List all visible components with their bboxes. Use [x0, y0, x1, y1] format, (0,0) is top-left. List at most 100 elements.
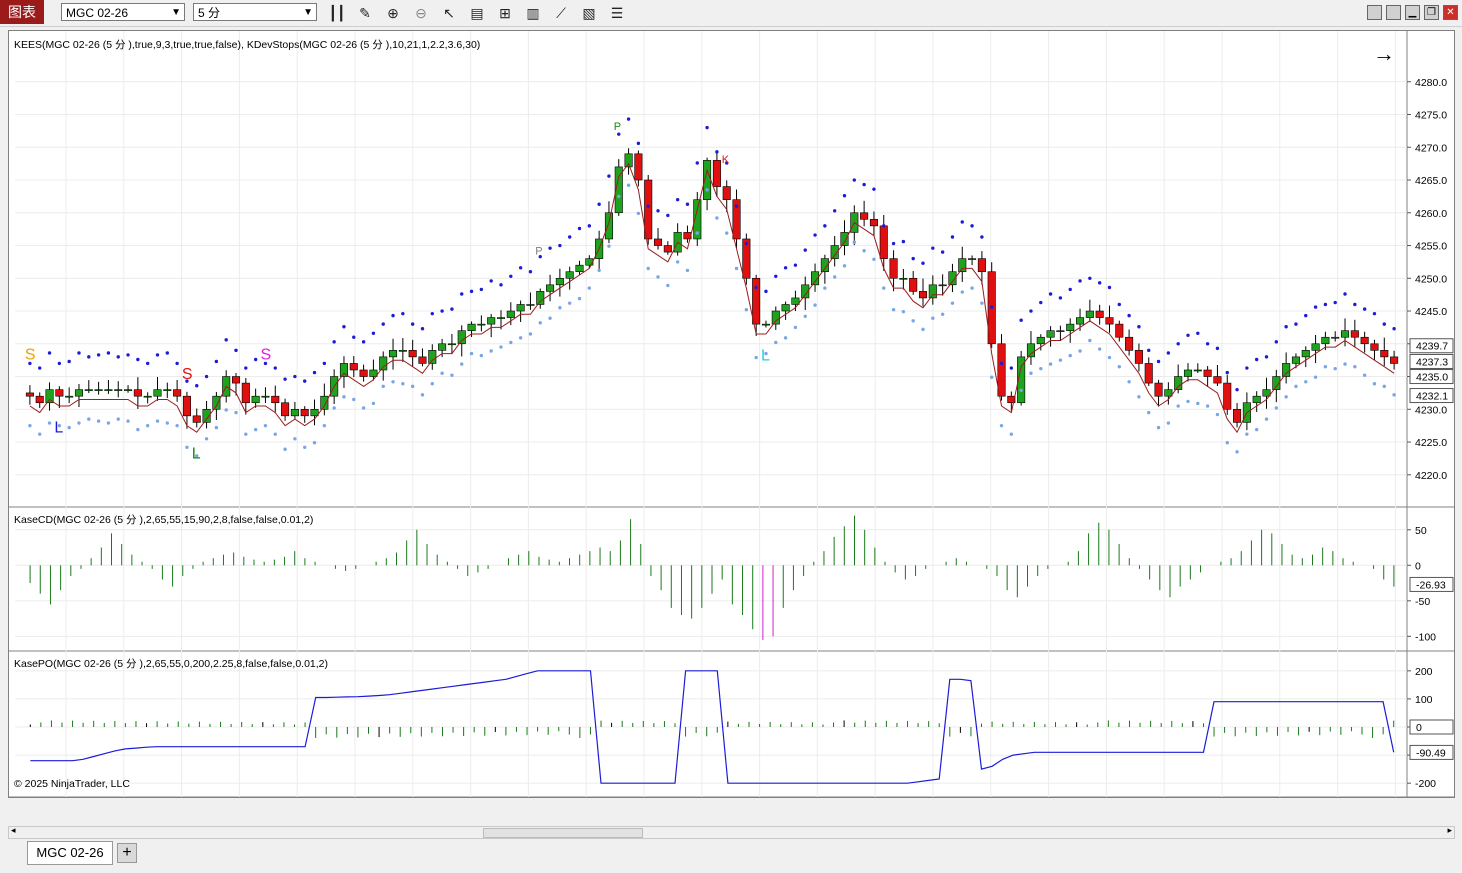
- zoom-out-icon[interactable]: ⊖: [415, 5, 427, 21]
- candle-up: [202, 408, 211, 423]
- restore-button[interactable]: ❐: [1424, 5, 1439, 20]
- scroll-right-icon[interactable]: ▸: [1447, 825, 1452, 835]
- devstop-dot-lower: [862, 249, 866, 253]
- candle-up: [1291, 356, 1300, 364]
- candle-up: [948, 271, 957, 286]
- candle-up: [290, 408, 299, 417]
- devstop-dot-lower: [263, 423, 268, 428]
- interval-selector[interactable]: 5 分 ▼: [193, 3, 317, 21]
- add-tab-button[interactable]: +: [117, 843, 137, 863]
- zoom-in-icon[interactable]: ⊕: [387, 5, 399, 21]
- candle-up: [1026, 343, 1035, 358]
- candle-down: [1233, 408, 1242, 423]
- window-option-button[interactable]: [1367, 5, 1382, 20]
- candle-up: [339, 363, 348, 377]
- devstop-dot-lower: [1205, 404, 1210, 408]
- candle-down: [1350, 330, 1359, 338]
- devstop-dot-upper: [852, 178, 857, 182]
- candle-down: [918, 291, 928, 299]
- candle-down: [1213, 376, 1222, 384]
- bar-type-icon[interactable]: ┃┃: [328, 5, 346, 21]
- instrument-selector[interactable]: MGC 02-26 ▼: [61, 3, 185, 21]
- kasepo-value-box: [1409, 744, 1454, 760]
- devstop-dot-lower: [1029, 371, 1033, 375]
- y-tick-label: 4275.0: [1415, 110, 1447, 122]
- devstop-dot-lower: [783, 336, 788, 340]
- draw-pencil-icon[interactable]: ✎: [359, 5, 371, 21]
- devstop-dot-upper: [901, 239, 906, 244]
- devstop-dot-upper: [165, 351, 170, 355]
- devstop-dot-upper: [1196, 331, 1200, 336]
- devstop-dot-upper: [1137, 325, 1141, 329]
- devstop-dot-lower: [155, 419, 160, 423]
- candle-down: [408, 350, 417, 358]
- devstop-dot-upper: [460, 292, 464, 296]
- devstop-dot-upper: [882, 224, 886, 228]
- devstop-dot-upper: [548, 246, 552, 250]
- devstop-dot-lower: [1078, 349, 1082, 353]
- instrument-value: MGC 02-26: [66, 6, 129, 20]
- devstop-dot-lower: [283, 447, 287, 451]
- minimize-button[interactable]: ▁: [1405, 5, 1420, 20]
- list-icon[interactable]: ☰: [610, 5, 624, 21]
- devstop-dot-lower: [617, 194, 621, 199]
- scroll-left-icon[interactable]: ◂: [11, 825, 16, 835]
- devstop-dot-lower: [430, 382, 434, 386]
- devstop-dot-upper: [1048, 292, 1053, 296]
- candle-down: [271, 395, 280, 404]
- tab-instrument[interactable]: MGC 02-26: [27, 841, 113, 865]
- devstop-dot-lower: [1215, 412, 1220, 417]
- devstop-dot-upper: [1078, 279, 1082, 283]
- horizontal-scrollbar[interactable]: ◂ ▸: [8, 825, 1455, 839]
- devstop-dot-upper: [1323, 302, 1328, 307]
- devstop-dot-lower: [293, 437, 297, 441]
- candle-up: [438, 343, 447, 351]
- devstop-dot-lower: [980, 301, 984, 305]
- devstop-dot-lower: [96, 419, 101, 423]
- devstop-dot-upper: [116, 355, 120, 359]
- devstop-dot-lower: [126, 419, 130, 423]
- candle-up: [45, 389, 54, 404]
- devstop-dot-lower: [577, 296, 582, 301]
- window-option-button-2[interactable]: [1386, 5, 1401, 20]
- candle-up: [575, 264, 584, 273]
- devstop-dot-lower: [175, 423, 179, 428]
- devstop-dot-lower: [675, 260, 680, 264]
- y-tick-label: -100: [1415, 631, 1436, 643]
- devstop-dot-upper: [126, 353, 130, 357]
- devstop-dot-lower: [1382, 384, 1386, 389]
- devstop-dot-lower: [754, 355, 758, 360]
- templates-icon[interactable]: ▧: [582, 5, 596, 21]
- devstop-dot-upper: [1264, 355, 1269, 359]
- devstop-dot-upper: [1156, 359, 1161, 364]
- properties-icon[interactable]: ⊞: [499, 5, 511, 21]
- devstop-dot-lower: [1147, 410, 1151, 415]
- candle-up: [958, 258, 967, 273]
- devstop-dot-lower: [1196, 401, 1200, 406]
- scroll-thumb[interactable]: [483, 828, 643, 838]
- chart-menu-button[interactable]: 图表: [0, 0, 44, 24]
- devstop-dot-upper: [783, 266, 788, 270]
- indicators-icon[interactable]: ⟋: [556, 5, 566, 21]
- data-box-icon[interactable]: ▤: [470, 5, 484, 21]
- candle-down: [1223, 382, 1232, 410]
- close-button[interactable]: ✕: [1443, 5, 1458, 20]
- devstop-dot-upper: [1019, 318, 1023, 322]
- candle-up: [526, 304, 535, 306]
- strategies-icon[interactable]: ▥: [526, 5, 540, 21]
- devstop-dot-lower: [1254, 427, 1259, 432]
- y-tick-label: 4225.0: [1415, 437, 1447, 449]
- devstop-dot-upper: [656, 209, 660, 213]
- devstop-dot-upper: [1294, 322, 1298, 326]
- candle-down: [300, 408, 309, 417]
- devstop-dot-lower: [960, 290, 964, 294]
- devstop-dot-upper: [401, 311, 405, 316]
- candle-up: [1066, 323, 1075, 331]
- devstop-dot-upper: [1254, 357, 1259, 362]
- cursor-icon[interactable]: ↖: [443, 5, 455, 21]
- signal-label: S: [25, 346, 36, 363]
- devstop-dot-lower: [1058, 358, 1063, 362]
- devstop-dot-lower: [685, 268, 690, 273]
- devstop-dot-upper: [312, 370, 317, 375]
